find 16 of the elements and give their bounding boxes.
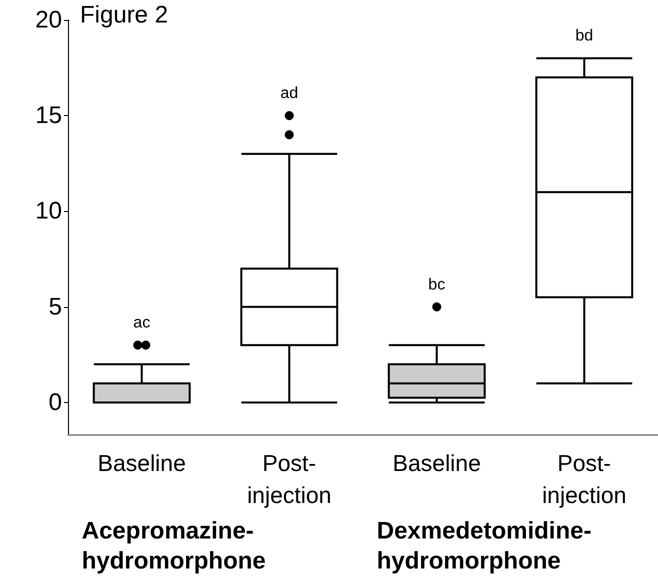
text: Acepromazine-hydromorphone bbox=[82, 518, 266, 574]
y-tick-label: 15 bbox=[35, 102, 62, 130]
annotation: bd bbox=[575, 28, 594, 45]
x-tick-label: Post-injection bbox=[542, 450, 626, 508]
annotation: ad bbox=[280, 85, 298, 102]
annotation: ac bbox=[133, 314, 150, 332]
chart-title: Figure 2 bbox=[80, 2, 168, 28]
x-tick-label: Baseline bbox=[98, 450, 186, 476]
annotation: bc bbox=[428, 276, 446, 294]
y-tick-label: 0 bbox=[48, 388, 62, 416]
y-tick-label: 10 bbox=[35, 198, 62, 225]
text: Dexmedetomidine-hydromorphone bbox=[376, 518, 592, 574]
x-tick-label: Post-injection bbox=[247, 450, 332, 508]
y-tick-label: 5 bbox=[48, 293, 62, 320]
x-tick-label: Baseline bbox=[392, 450, 481, 476]
y-tick-label: 20 bbox=[35, 6, 62, 34]
